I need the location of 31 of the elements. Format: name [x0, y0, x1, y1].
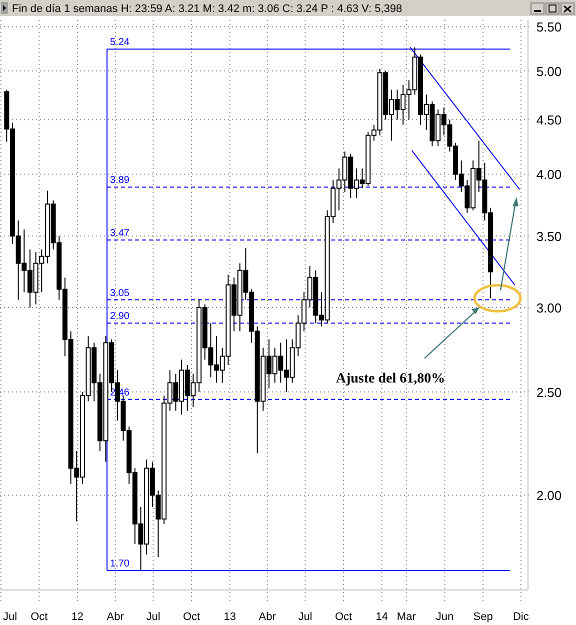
x-tick-label: 12	[71, 611, 84, 623]
y-tick-label: 5.50	[536, 20, 562, 35]
y-tick-label: 2.50	[536, 384, 562, 400]
x-tick-label: Dic	[512, 611, 530, 623]
annotation: Ajuste del 61,80%	[336, 371, 446, 386]
x-tick-label: Oct	[334, 611, 352, 623]
x-tick-label: Oct	[182, 611, 200, 623]
y-tick-label: 3.50	[536, 229, 562, 244]
chart-title: Fin de día 1 semanas H: 23:59 A: 3.21 M: 3.42 m: 3.06 C: 3.24 P : 4.63 V: 5,398	[12, 3, 402, 15]
y-tick-label: 4.50	[536, 112, 562, 128]
ref-line-label: 2.90	[110, 311, 130, 322]
x-tick-label: Sep	[473, 611, 493, 623]
ref-line-label: 3.05	[110, 288, 130, 299]
x-tick-label: Jun	[436, 611, 454, 623]
ref-line-label: 1.70	[110, 558, 130, 570]
x-tick-label: Jul	[298, 611, 312, 623]
x-tick-label: Abr	[258, 611, 276, 623]
y-tick-label: 5.00	[536, 64, 562, 79]
x-tick-label: Jul	[146, 611, 160, 623]
x-tick-label: Oct	[30, 611, 48, 623]
x-tick-label: Jul	[2, 611, 18, 623]
x-tick-label: 13	[224, 611, 236, 623]
ref-line-label: 3.47	[110, 228, 130, 240]
y-tick-label: 3.00	[536, 300, 562, 316]
ref-line-label: 3.89	[110, 175, 130, 186]
x-tick-label: 14	[376, 611, 388, 623]
ref-line-label: 5.24	[110, 37, 130, 48]
y-tick-label: 4.00	[536, 167, 562, 182]
x-tick-label: Abr	[106, 611, 124, 623]
y-tick-label: 2.00	[536, 488, 562, 504]
x-tick-label: Mar	[396, 611, 416, 623]
